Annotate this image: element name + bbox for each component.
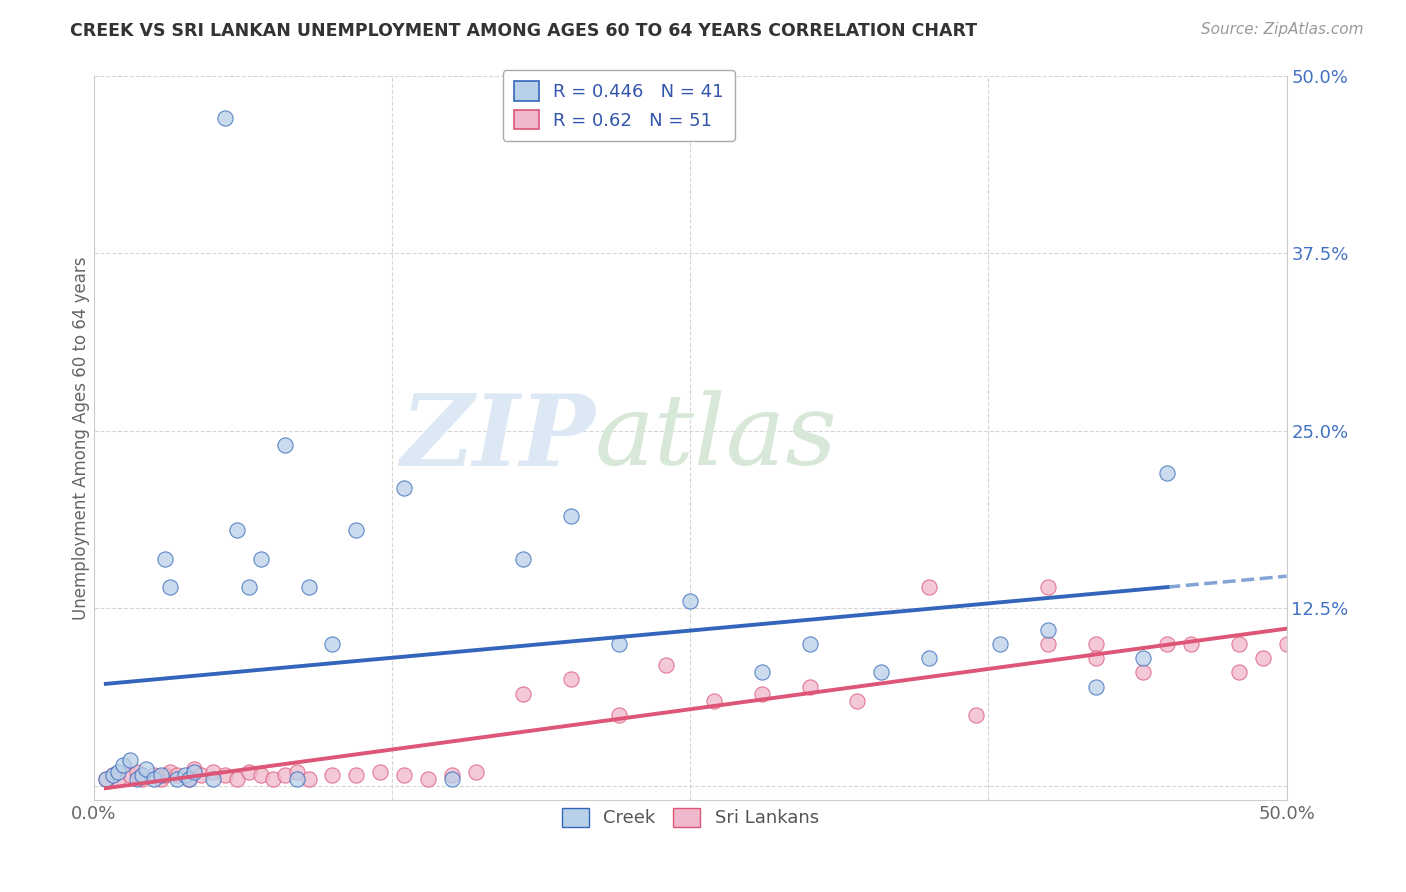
Point [226,772,249,786]
Point [607,637,630,651]
Point [1132,651,1154,665]
Point [262,772,284,786]
Point [159,764,181,779]
Point [1251,651,1274,665]
Point [1275,637,1298,651]
Point [1227,637,1250,651]
Point [1156,467,1178,481]
Point [344,523,367,537]
Point [183,762,205,776]
Point [250,767,273,781]
Point [966,708,988,723]
Point [101,767,124,781]
Point [131,772,153,786]
Point [512,687,534,701]
Point [918,651,941,665]
Point [285,772,308,786]
Point [285,764,308,779]
Point [799,680,821,694]
Point [1036,580,1059,594]
Y-axis label: Unemployment Among Ages 60 to 64 years: Unemployment Among Ages 60 to 64 years [72,256,90,620]
Point [751,665,773,680]
Point [94,772,117,786]
Point [512,551,534,566]
Point [870,665,893,680]
Point [166,772,188,786]
Point [214,111,236,125]
Point [416,772,439,786]
Point [751,687,773,701]
Point [142,772,165,786]
Point [1227,665,1250,680]
Point [214,767,236,781]
Point [392,481,415,495]
Point [1132,665,1154,680]
Point [679,594,702,608]
Point [274,438,297,452]
Point [226,523,249,537]
Point [1036,623,1059,637]
Point [799,637,821,651]
Text: atlas: atlas [595,390,838,485]
Point [392,767,415,781]
Point [183,764,205,779]
Point [179,772,201,786]
Point [464,764,486,779]
Point [238,580,260,594]
Point [107,764,129,779]
Point [1180,637,1202,651]
Point [118,767,141,781]
Point [142,767,165,781]
Point [560,509,582,524]
Point [607,708,630,723]
Point [368,764,391,779]
Legend: Creek, Sri Lankans: Creek, Sri Lankans [554,800,827,835]
Point [297,580,319,594]
Point [321,767,343,781]
Point [440,772,463,786]
Point [918,580,941,594]
Point [125,772,148,786]
Point [655,658,678,673]
Point [846,694,869,708]
Text: Source: ZipAtlas.com: Source: ZipAtlas.com [1201,22,1364,37]
Point [94,772,117,786]
Point [202,764,225,779]
Point [321,637,343,651]
Point [155,551,177,566]
Point [1036,637,1059,651]
Point [440,767,463,781]
Point [1156,637,1178,651]
Point [202,772,225,786]
Point [135,762,157,776]
Point [274,767,297,781]
Point [159,580,181,594]
Point [131,767,153,781]
Point [149,772,172,786]
Point [238,764,260,779]
Point [118,754,141,768]
Point [101,767,124,781]
Point [190,767,212,781]
Point [988,637,1011,651]
Point [1084,680,1107,694]
Point [125,764,148,779]
Text: CREEK VS SRI LANKAN UNEMPLOYMENT AMONG AGES 60 TO 64 YEARS CORRELATION CHART: CREEK VS SRI LANKAN UNEMPLOYMENT AMONG A… [70,22,977,40]
Point [1084,637,1107,651]
Point [703,694,725,708]
Text: ZIP: ZIP [399,390,595,486]
Point [155,767,177,781]
Point [149,767,172,781]
Point [179,772,201,786]
Point [111,757,134,772]
Point [173,767,195,781]
Point [250,551,273,566]
Point [166,767,188,781]
Point [1084,651,1107,665]
Point [560,673,582,687]
Point [297,772,319,786]
Point [344,767,367,781]
Point [107,772,129,786]
